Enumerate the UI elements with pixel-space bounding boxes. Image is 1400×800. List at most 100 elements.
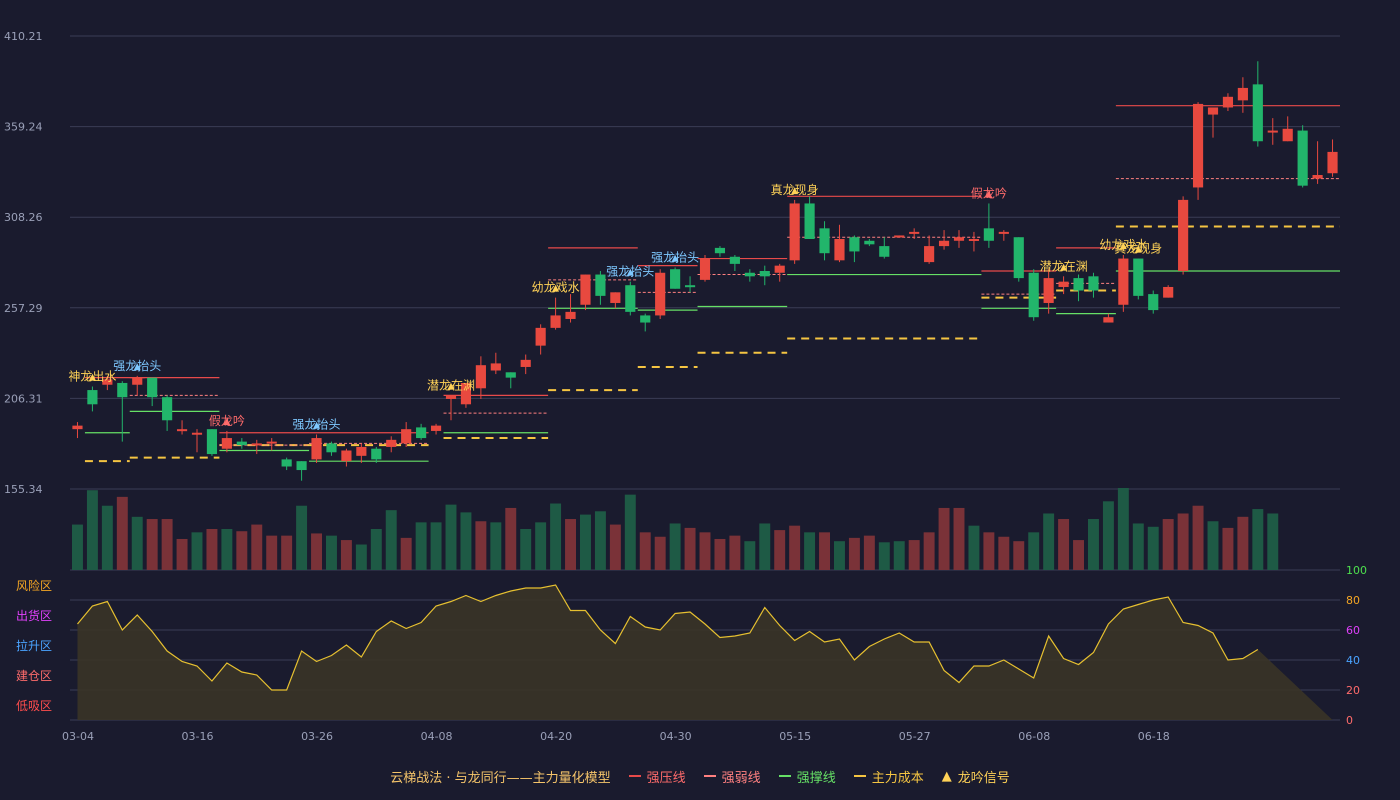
candle-body xyxy=(281,459,292,467)
volume-bar xyxy=(1177,513,1189,570)
volume-bar xyxy=(624,494,636,570)
signal-triangle-icon: ▲ xyxy=(627,268,634,278)
date-tick-label: 03-16 xyxy=(182,730,214,743)
candle-body xyxy=(326,443,337,453)
volume-bar xyxy=(684,527,696,570)
candle-body xyxy=(490,363,501,371)
candle-body xyxy=(341,450,352,462)
candle-body xyxy=(1028,272,1039,318)
candle-body xyxy=(1252,84,1263,142)
volume-bar xyxy=(968,525,980,570)
candle-body xyxy=(236,441,247,446)
candle-body xyxy=(864,240,875,245)
candle-body xyxy=(565,311,576,319)
signal-label: 假龙吟 xyxy=(209,413,245,428)
volume-bar xyxy=(415,522,427,570)
volume-bar xyxy=(146,519,158,570)
candle-body xyxy=(1267,130,1278,133)
volume-bar xyxy=(938,507,950,570)
legend-support[interactable]: 强撑线 xyxy=(778,767,836,786)
candle-body xyxy=(1163,286,1174,298)
price-tick-label: 155.34 xyxy=(4,483,43,496)
volume-bar xyxy=(370,529,382,570)
candle-body xyxy=(1058,281,1069,287)
signal-triangle-icon: ▲ xyxy=(791,186,798,196)
signal-triangle-icon: ▲ xyxy=(672,253,679,263)
volume-bar xyxy=(1222,527,1234,570)
volume-bar xyxy=(385,510,397,570)
osc-tick-label: 100 xyxy=(1346,564,1367,577)
volume-bar xyxy=(580,514,591,570)
candle-body xyxy=(983,228,994,241)
osc-tick-label: 60 xyxy=(1346,624,1360,637)
volume-bar xyxy=(266,535,278,570)
volume-bar xyxy=(565,519,576,570)
legend-weak[interactable]: 强弱线 xyxy=(703,767,761,786)
volume-bar xyxy=(326,535,337,570)
date-tick-label: 06-08 xyxy=(1018,730,1050,743)
volume-bar xyxy=(1013,541,1025,570)
legend-title: 云梯战法 · 与龙同行——主力量化模型 xyxy=(390,770,611,786)
volume-bar xyxy=(1117,488,1129,570)
volume-bar xyxy=(475,521,487,570)
candle-body xyxy=(580,274,591,305)
volume-bar xyxy=(206,529,218,570)
candle-body xyxy=(251,443,262,446)
price-tick-label: 206.31 xyxy=(4,392,43,405)
signal-label: 潜龙在渊 xyxy=(1040,259,1088,273)
candle-body xyxy=(849,237,860,252)
candle-body xyxy=(640,315,651,323)
candle-body xyxy=(938,240,950,247)
date-tick-label: 05-15 xyxy=(779,730,811,743)
date-tick-label: 04-30 xyxy=(660,730,692,743)
candle-body xyxy=(1282,128,1293,142)
legend-cost-label: 主力成本 xyxy=(871,770,924,786)
volume-bar xyxy=(1237,516,1249,570)
volume-bar xyxy=(86,490,98,570)
volume-bar xyxy=(400,537,412,570)
volume-bar xyxy=(639,532,651,570)
volume-bar xyxy=(923,532,935,570)
date-tick-label: 06-18 xyxy=(1138,730,1170,743)
candle-body xyxy=(655,272,666,316)
candle-body xyxy=(1073,278,1084,291)
price-tick-label: 308.26 xyxy=(4,211,43,224)
price-tick-label: 257.29 xyxy=(4,302,43,315)
candle-body xyxy=(1178,199,1189,271)
volume-bar xyxy=(699,532,711,570)
price-tick-label: 359.24 xyxy=(4,121,43,134)
volume-bar xyxy=(236,531,248,570)
volume-bar xyxy=(744,541,756,570)
candle-body xyxy=(1207,107,1219,115)
candle-body xyxy=(804,203,815,239)
legend-cost[interactable]: 主力成本 xyxy=(853,767,924,786)
volume-bar xyxy=(430,522,442,570)
candle-body xyxy=(1088,276,1099,291)
candle-body xyxy=(1043,278,1054,303)
osc-tick-label: 80 xyxy=(1346,594,1360,607)
candle-body xyxy=(1013,237,1024,279)
signal-label: 假龙吟 xyxy=(971,185,1007,200)
candle-body xyxy=(1237,87,1248,101)
candle-body xyxy=(953,237,965,241)
volume-bar xyxy=(101,505,113,570)
volume-bar xyxy=(983,532,995,570)
volume-bar xyxy=(774,530,786,570)
candle-body xyxy=(460,382,472,405)
candle-body xyxy=(475,365,486,389)
candle-body xyxy=(834,238,845,261)
candle-body xyxy=(1312,175,1323,179)
zone-label: 建仓区 xyxy=(16,669,52,683)
signal-label: 幼龙戏水 xyxy=(532,281,580,295)
legend-resist-label: 强压线 xyxy=(646,770,686,786)
volume-bar xyxy=(1252,509,1264,570)
candle-body xyxy=(386,439,397,447)
date-tick-label: 03-04 xyxy=(62,730,94,743)
candle-body xyxy=(879,246,890,257)
candle-body xyxy=(595,274,606,296)
osc-tick-label: 40 xyxy=(1346,654,1360,667)
candle-body xyxy=(550,315,561,328)
legend-signal[interactable]: ▲ 龙吟信号 xyxy=(942,767,1010,786)
legend-resist[interactable]: 强压线 xyxy=(628,767,686,786)
candle-body xyxy=(206,429,218,455)
